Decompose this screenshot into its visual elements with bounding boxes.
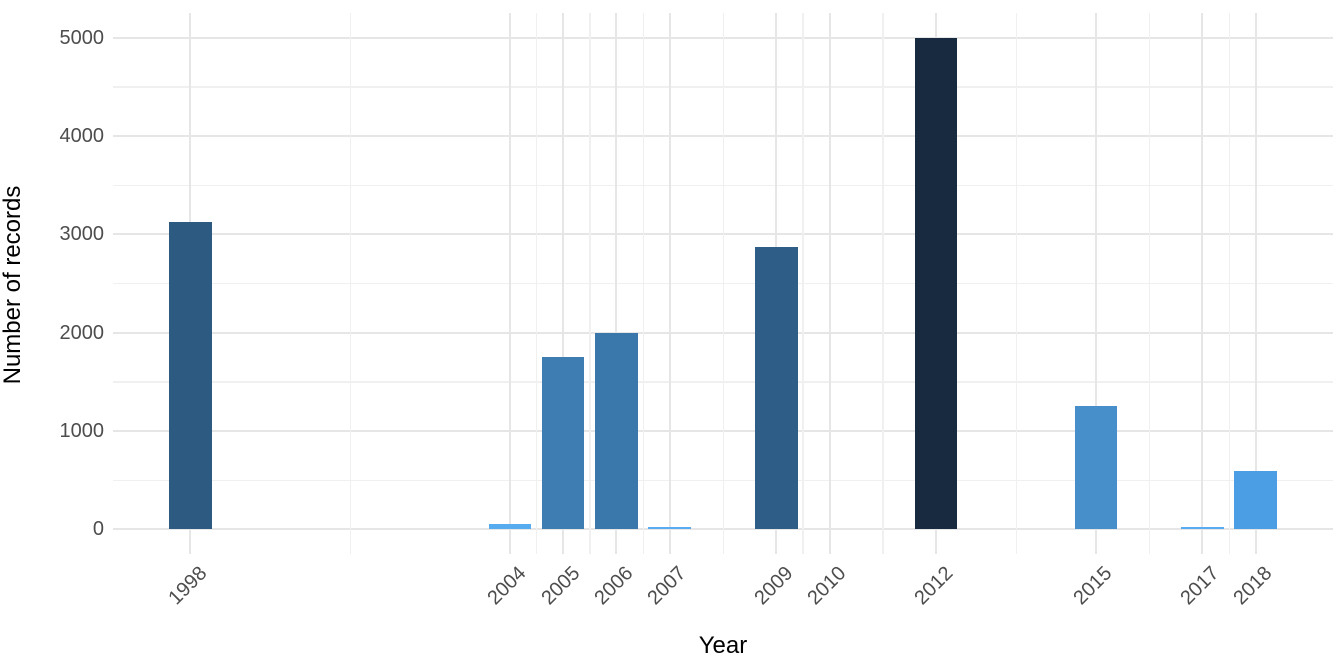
x-tick-label: 2009: [750, 562, 798, 610]
x-major-gridline: [668, 13, 671, 554]
x-tick-label: 2017: [1176, 562, 1224, 610]
x-major-gridline: [1094, 13, 1097, 554]
x-minor-gridline: [1015, 13, 1017, 554]
x-minor-gridline: [1228, 13, 1230, 554]
y-tick-label: 3000: [59, 223, 105, 246]
bar-2018: [1234, 471, 1278, 530]
y-tick-label: 5000: [59, 26, 105, 49]
bar-2017: [1181, 527, 1224, 530]
x-tick-label: 2012: [909, 562, 957, 610]
x-minor-gridline: [349, 13, 351, 554]
x-minor-gridline: [722, 13, 724, 554]
x-tick-label: 2018: [1229, 562, 1277, 610]
x-major-gridline: [508, 13, 511, 554]
x-major-gridline: [562, 13, 565, 554]
x-minor-gridline: [589, 13, 591, 554]
bar-2015: [1074, 406, 1118, 530]
y-tick-label: 0: [92, 518, 104, 541]
x-major-gridline: [1201, 13, 1204, 554]
x-axis-title: Year: [698, 632, 748, 659]
bar-2012: [914, 37, 958, 530]
y-tick-label: 4000: [59, 124, 105, 147]
x-tick-label: 2010: [803, 562, 851, 610]
bar-1998: [168, 222, 212, 530]
x-tick-label: 2004: [483, 562, 531, 610]
chart-panel: [113, 13, 1333, 554]
x-tick-label: 2015: [1069, 562, 1117, 610]
x-minor-gridline: [642, 13, 644, 554]
bar-2009: [754, 246, 798, 530]
bar-2005: [541, 357, 585, 530]
x-major-gridline: [615, 13, 618, 554]
x-major-gridline: [828, 13, 831, 554]
y-axis-title: Number of records: [0, 185, 26, 385]
x-tick-label: 1998: [164, 562, 212, 610]
x-minor-gridline: [882, 13, 884, 554]
x-minor-gridline: [1148, 13, 1151, 554]
bar-2004: [488, 523, 532, 530]
y-tick-label: 1000: [59, 420, 105, 443]
y-tick-label: 2000: [59, 321, 105, 344]
x-minor-gridline: [802, 13, 804, 554]
x-tick-label: 2005: [536, 562, 585, 610]
x-minor-gridline: [536, 13, 538, 554]
x-tick-label: 2006: [590, 562, 638, 610]
x-tick-label: 2007: [643, 562, 691, 610]
bar-2007: [648, 526, 692, 530]
bar-2006: [595, 332, 638, 530]
x-major-gridline: [1254, 13, 1257, 554]
